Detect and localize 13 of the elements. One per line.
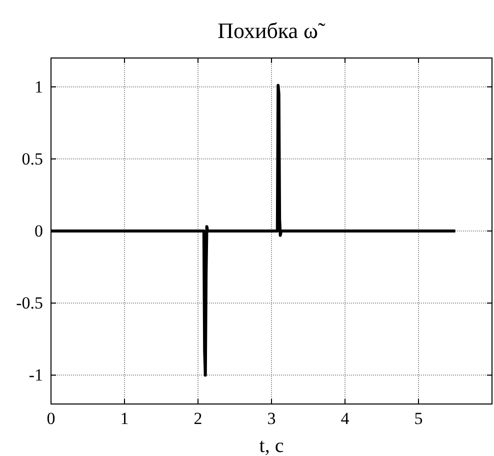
x-axis-title: t, c bbox=[259, 435, 284, 456]
y-tick-label: -0.5 bbox=[16, 294, 43, 313]
x-tick-label: 1 bbox=[120, 409, 129, 428]
y-tick-label: -1 bbox=[28, 366, 43, 385]
x-tick-label: 5 bbox=[414, 409, 423, 428]
x-tick-label: 2 bbox=[194, 409, 202, 428]
x-tick-label: 4 bbox=[340, 409, 350, 428]
y-tick-label: 0 bbox=[34, 221, 43, 240]
x-tick-label: 3 bbox=[267, 409, 276, 428]
x-tick-label: 0 bbox=[46, 409, 56, 428]
chart-title: Похибка ω˜ bbox=[218, 18, 326, 43]
y-tick-label: 1 bbox=[34, 77, 43, 96]
y-tick-label: 0.5 bbox=[22, 149, 43, 168]
